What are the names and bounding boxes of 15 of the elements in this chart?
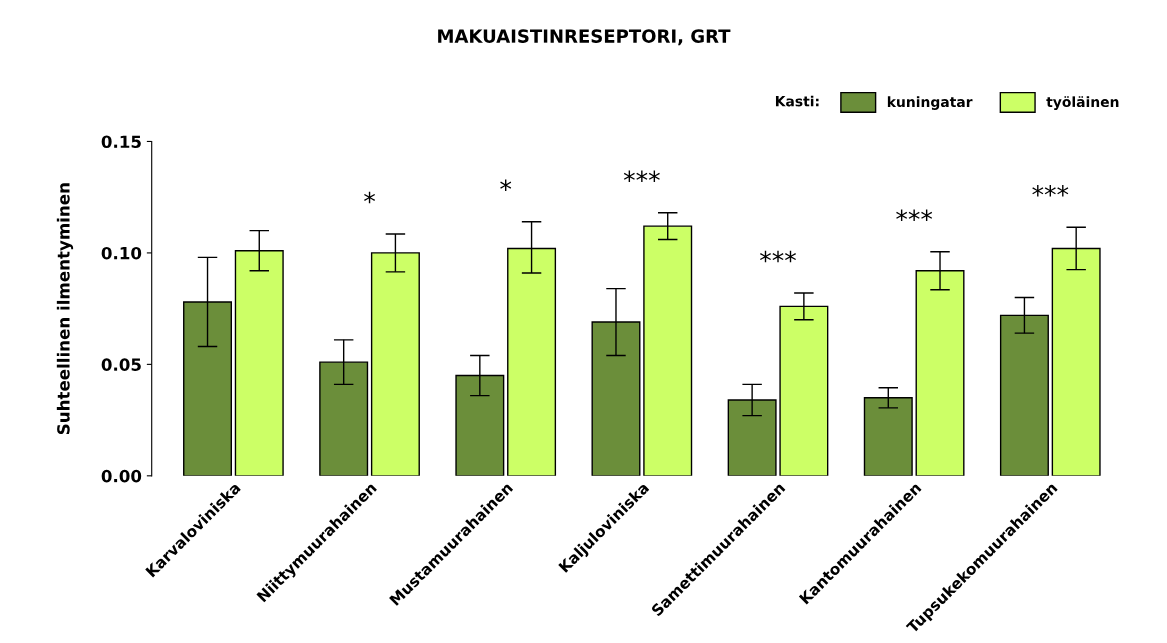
chart-title: MAKUAISTINRESEPTORI, GRT xyxy=(438,29,731,46)
annotation: *** xyxy=(1032,185,1069,197)
y-tick-label: 0.10 xyxy=(101,246,142,260)
y-tick-label: 0.05 xyxy=(101,358,141,371)
annotation: * xyxy=(500,179,512,191)
annotation: * xyxy=(364,191,376,204)
annotation: *** xyxy=(623,170,660,182)
legend-title: Kasti: xyxy=(775,95,819,107)
y-axis-title: Suhteellinen ilmentyminen xyxy=(56,183,74,435)
annotation: *** xyxy=(896,209,933,221)
legend-label: työläinen xyxy=(1046,96,1119,110)
legend-label: kuningatar xyxy=(887,96,973,110)
y-tick-label: 0.00 xyxy=(101,469,142,483)
annotation: *** xyxy=(760,250,796,263)
y-tick-label: 0.15 xyxy=(101,135,141,149)
